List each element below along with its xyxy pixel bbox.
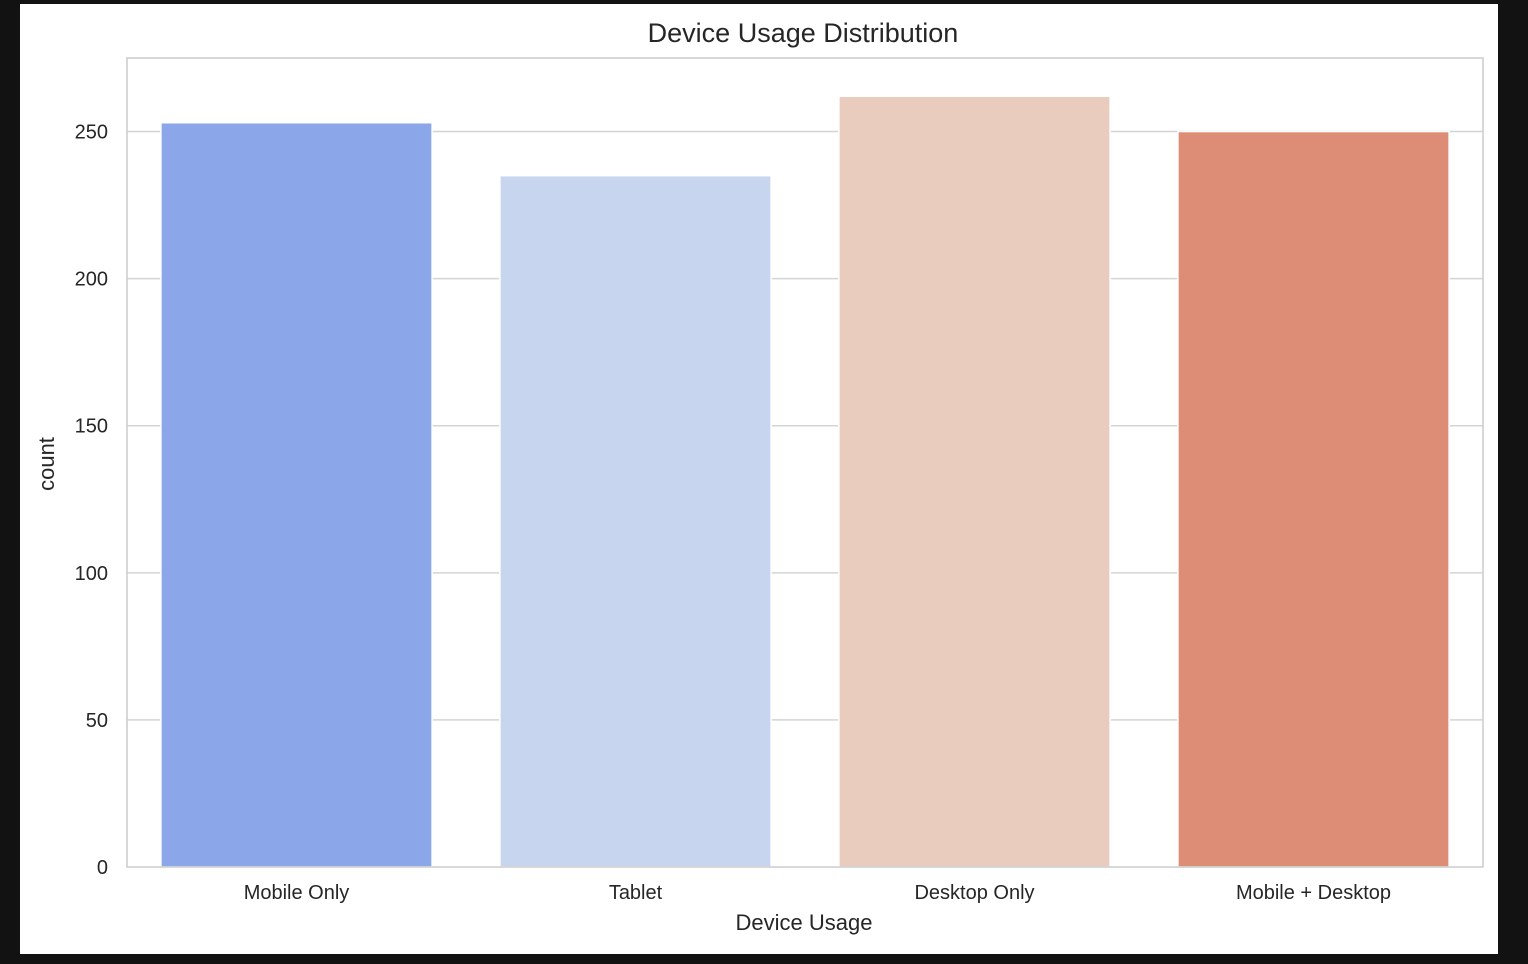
bar-mobile-only [160,121,433,868]
x-tick-label: Desktop Only [914,882,1034,904]
y-tick-label: 0 [97,857,108,879]
chart-title: Device Usage Distribution [648,18,959,48]
bar-mobile-desktop [1177,130,1450,868]
x-tick-labels: Mobile Only Tablet Desktop Only Mobile + De… [244,882,1391,904]
bar-chart: 0 50 100 150 200 250 Mobile Only Tablet Desktop… [34,18,1484,935]
bar-desktop-only [838,95,1111,868]
x-tick-label: Mobile + Desktop [1236,882,1391,904]
x-tick-label: Mobile Only [244,882,350,904]
y-axis-label: count [34,437,59,491]
x-axis-label: Device Usage [736,910,873,935]
plot-frame [126,57,1484,868]
y-tick-label: 200 [75,269,108,291]
bar-tablet [499,174,772,868]
y-tick-label: 250 [75,122,108,144]
y-tick-label: 50 [86,710,108,732]
y-tick-label: 150 [75,416,108,438]
x-tick-label: Tablet [609,882,663,904]
bars [160,95,1450,868]
y-tick-label: 100 [75,563,108,585]
y-tick-labels: 0 50 100 150 200 250 [75,122,108,879]
chart-canvas: 0 50 100 150 200 250 Mobile Only Tablet Desktop… [20,4,1498,954]
